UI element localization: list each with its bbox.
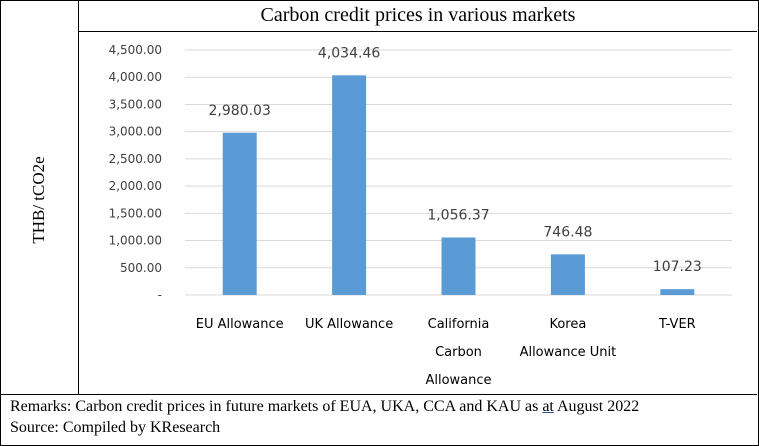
bar-4 [550, 254, 585, 295]
data-label: 2,980.03 [209, 103, 271, 119]
remarks-text-start: Remarks: Carbon credit prices in future … [10, 398, 543, 415]
x-tick-label: T-VER [658, 317, 696, 332]
y-tick-label: - [158, 288, 162, 302]
y-tick-label: 500.00 [120, 261, 162, 275]
bar-1 [222, 132, 257, 295]
remarks-text-end: August 2022 [553, 398, 640, 415]
y-axis-label-column: THB/ tCO2e [0, 0, 79, 394]
y-tick-label: 3,500.00 [109, 97, 162, 111]
y-tick-label: 2,500.00 [109, 152, 162, 166]
chart-title: Carbon credit prices in various markets [260, 4, 576, 26]
y-tick-label: 1,500.00 [109, 206, 162, 220]
y-tick-label: 2,000.00 [109, 179, 162, 193]
bar-5 [660, 289, 695, 295]
y-tick-label: 1,000.00 [109, 234, 162, 248]
source-note: Source: Compiled by KResearch [10, 419, 221, 436]
bar-3 [441, 237, 476, 295]
x-tick-label: California [428, 317, 490, 332]
data-label: 746.48 [543, 224, 592, 240]
x-tick-label: Korea [549, 317, 586, 332]
remarks-note: Remarks: Carbon credit prices in future … [10, 398, 639, 416]
y-tick-label: 4,500.00 [109, 43, 162, 57]
x-tick-label: UK Allowance [305, 317, 393, 332]
x-tick-label: Allowance Unit [520, 345, 617, 360]
x-tick-label: Allowance [425, 373, 491, 388]
x-tick-label: EU Allowance [196, 317, 284, 332]
remarks-underlined-word: at [542, 398, 554, 415]
y-tick-label: 4,000.00 [109, 70, 162, 84]
x-tick-label: Carbon [435, 345, 482, 360]
bar-2 [332, 75, 367, 295]
data-label: 107.23 [653, 259, 702, 275]
title-divider [79, 31, 757, 32]
data-label: 1,056.37 [427, 207, 489, 223]
footer-divider [0, 394, 757, 395]
y-tick-label: 3,000.00 [109, 125, 162, 139]
data-label: 4,034.46 [318, 45, 380, 61]
bar-chart: - 500.00 1,000.00 1,500.00 2,000.00 2,500.00 3… [109, 43, 732, 388]
